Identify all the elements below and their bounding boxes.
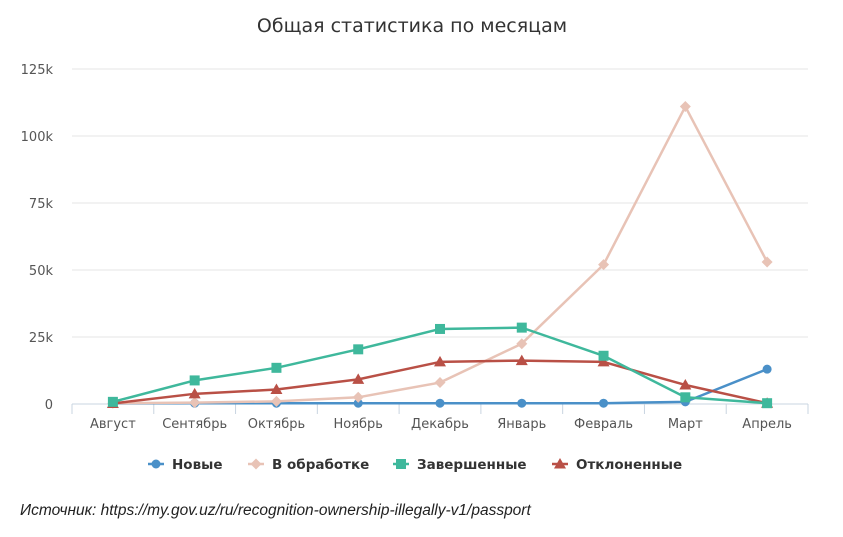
legend-item: Новые xyxy=(148,457,222,473)
data-point xyxy=(679,101,691,113)
legend-item: В обработке xyxy=(248,457,369,473)
series-3 xyxy=(107,322,773,409)
legend-item: Отклоненные xyxy=(552,457,682,473)
x-tick-label: Январь xyxy=(497,417,546,432)
data-point xyxy=(353,398,363,408)
data-point xyxy=(680,392,691,403)
series-layer xyxy=(106,101,774,409)
data-point xyxy=(270,395,282,407)
legend-marker xyxy=(554,458,566,469)
data-point xyxy=(762,364,772,374)
data-point xyxy=(761,256,773,268)
legend-marker xyxy=(396,459,406,469)
y-tick-label: 50k xyxy=(29,264,54,279)
legend-label: В обработке xyxy=(272,457,369,473)
data-point xyxy=(598,350,609,361)
data-point xyxy=(517,398,527,408)
x-axis: Август Сентябрь Октябрь Ноябрь Декабрь Январь… xyxy=(71,403,809,432)
data-point xyxy=(352,391,364,403)
data-point xyxy=(352,373,365,384)
x-tick-label: Февраль xyxy=(574,417,633,432)
x-tick-label: Август xyxy=(90,417,136,432)
data-point xyxy=(516,322,527,333)
data-point xyxy=(353,344,364,355)
x-tick-label: Сентябрь xyxy=(162,417,227,432)
data-point xyxy=(515,354,528,366)
y-tick-label: 0 xyxy=(45,398,53,413)
legend-marker xyxy=(250,458,262,470)
data-point xyxy=(762,398,773,409)
data-point xyxy=(271,362,282,373)
x-tick-label: Март xyxy=(668,417,703,432)
legend: Новые В обработке Завершенные Отклоненные xyxy=(148,457,682,473)
data-point xyxy=(189,397,201,409)
data-point xyxy=(516,338,528,350)
x-tick-label: Октябрь xyxy=(248,417,305,432)
x-tick-label: Апрель xyxy=(742,417,792,432)
legend-marker xyxy=(151,459,161,469)
legend-label: Новые xyxy=(172,457,222,473)
data-point xyxy=(435,323,445,334)
y-tick-label: 125k xyxy=(21,63,54,78)
legend-label: Отклоненные xyxy=(576,457,682,473)
x-tick-label: Декабрь xyxy=(411,417,469,432)
data-point xyxy=(435,398,445,408)
data-point xyxy=(188,387,201,399)
data-point xyxy=(598,259,610,271)
y-tick-label: 100k xyxy=(21,130,54,145)
y-axis: 0 25k 50k 75k 100k 125k xyxy=(21,63,54,413)
grid xyxy=(72,68,808,338)
data-point xyxy=(270,383,283,395)
legend-label: Завершенные xyxy=(417,457,527,473)
data-point xyxy=(107,396,118,407)
x-tick-label: Ноябрь xyxy=(333,417,382,432)
chart-title: Общая статистика по месяцам xyxy=(257,15,567,37)
data-point xyxy=(189,375,200,386)
data-point xyxy=(599,398,609,408)
data-point xyxy=(679,378,692,390)
legend-item: Завершенные xyxy=(393,457,527,473)
data-point xyxy=(434,355,446,367)
data-point xyxy=(434,377,446,389)
y-tick-label: 75k xyxy=(29,197,54,212)
source-note: Источник: https://my.gov.uz/ru/recogniti… xyxy=(20,502,531,519)
data-point xyxy=(597,355,610,367)
y-tick-label: 25k xyxy=(29,331,54,346)
